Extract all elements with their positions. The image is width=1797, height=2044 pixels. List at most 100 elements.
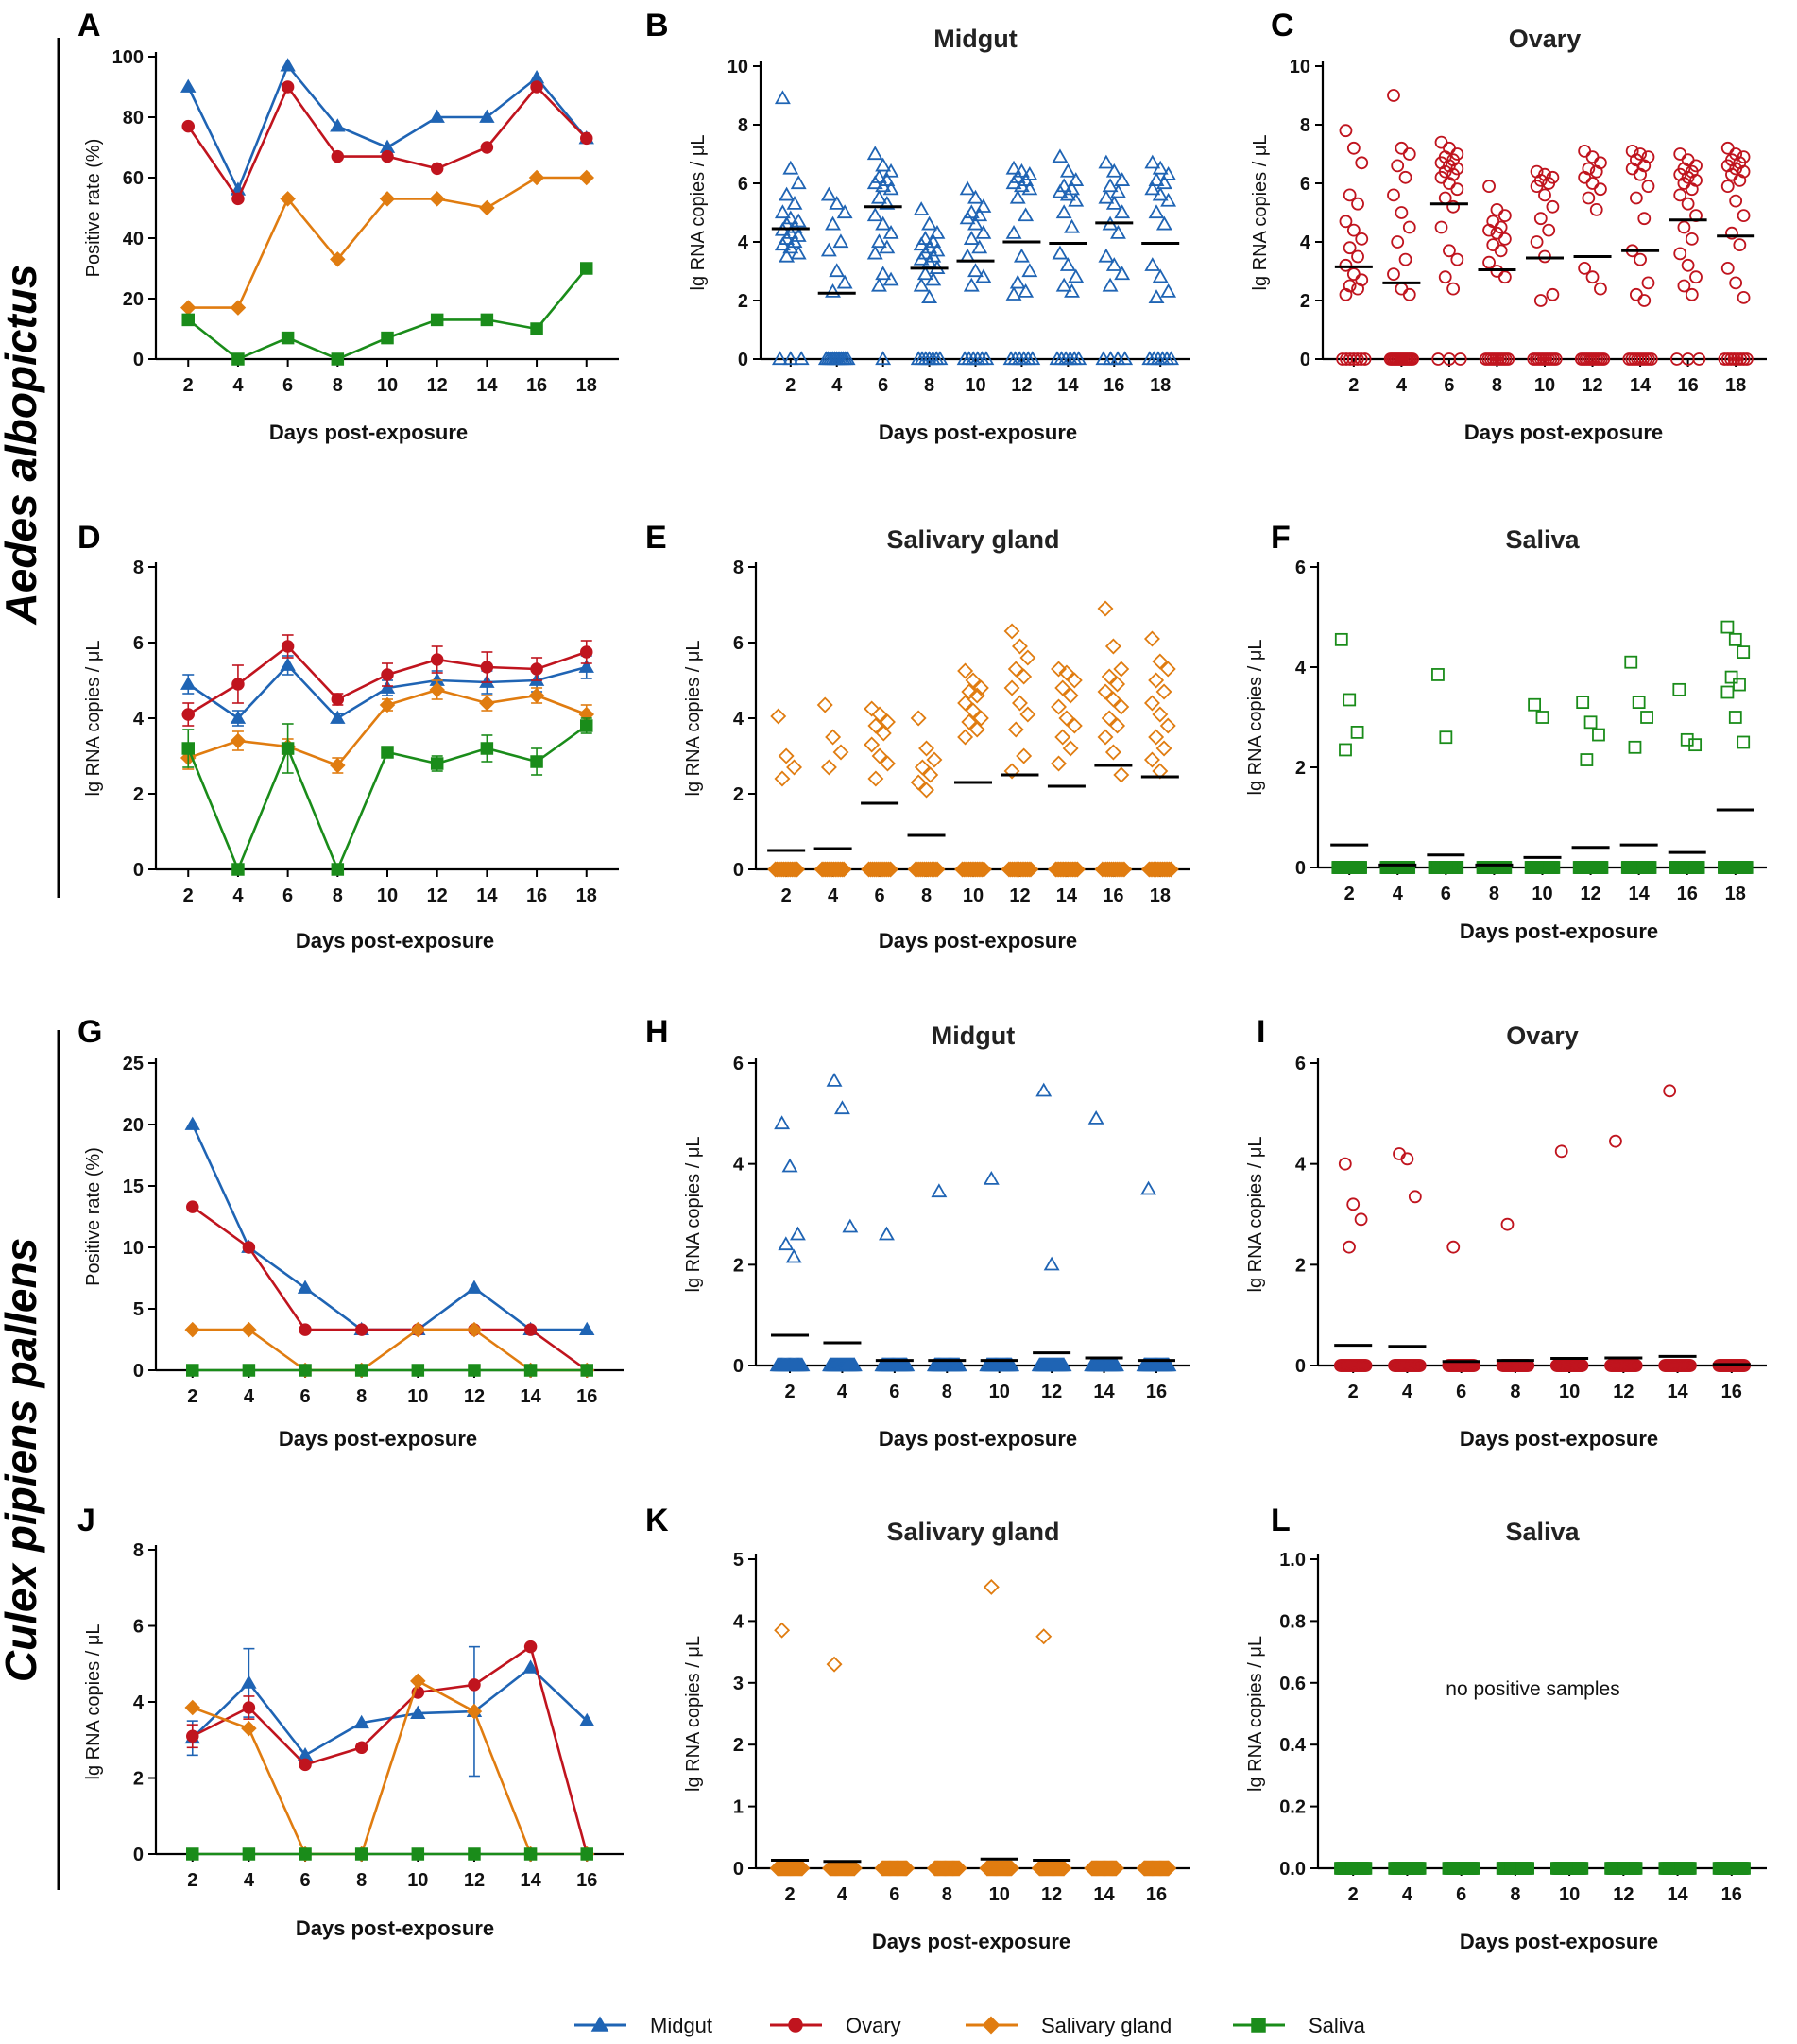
data-point <box>1443 244 1456 258</box>
data-point <box>1062 687 1079 704</box>
data-point <box>1398 252 1412 266</box>
data-point <box>1018 283 1035 298</box>
y-tick-label: 0 <box>1300 350 1310 370</box>
data-point <box>967 263 984 278</box>
data-point <box>1546 199 1560 214</box>
zero-point <box>1003 1357 1020 1372</box>
zero-point <box>1358 352 1372 366</box>
zero-point <box>1114 861 1131 878</box>
data-point <box>1343 1240 1356 1254</box>
x-tick-label: 14 <box>520 1386 541 1407</box>
x-tick-label: 18 <box>1150 885 1171 906</box>
x-tick-label: 8 <box>1489 884 1499 904</box>
series-line-salivary-gland <box>192 1328 588 1372</box>
y-tick-label: 0 <box>133 350 144 370</box>
x-tick-label: 4 <box>244 1870 255 1891</box>
data-point <box>330 710 346 724</box>
data-point <box>299 1758 312 1772</box>
x-tick-label: 16 <box>1146 1884 1167 1905</box>
zero-point <box>1692 352 1706 366</box>
data-point <box>1387 89 1400 102</box>
panel-letter: G <box>77 1014 102 1050</box>
zero-point <box>1022 861 1039 878</box>
y-tick-label: 40 <box>123 229 144 249</box>
data-point <box>1530 180 1544 194</box>
data-point <box>1104 638 1121 655</box>
x-tick-label: 8 <box>1510 1884 1520 1905</box>
data-point <box>1387 267 1400 282</box>
data-point <box>1589 202 1603 216</box>
zero-point <box>1406 352 1420 366</box>
legend-item-ovary: Ovary <box>770 2014 901 2037</box>
data-point <box>466 1703 483 1720</box>
data-point <box>1021 263 1038 278</box>
y-tick-label: 80 <box>123 108 144 129</box>
data-point <box>867 770 884 787</box>
data-point <box>230 710 247 724</box>
legend-item-saliva: Saliva <box>1233 2014 1366 2037</box>
x-tick-label: 10 <box>989 1382 1010 1402</box>
y-tick-label: 2 <box>133 1769 144 1790</box>
data-point <box>774 90 791 105</box>
data-point <box>1681 258 1695 272</box>
data-point <box>1143 695 1160 712</box>
data-point <box>1339 258 1353 272</box>
x-tick-label: 8 <box>356 1386 367 1407</box>
zero-point <box>789 861 806 878</box>
data-point <box>281 640 295 653</box>
series-line-saliva <box>187 267 588 361</box>
data-point <box>1582 191 1596 205</box>
data-point <box>578 169 595 186</box>
y-tick-label: 25 <box>123 1054 144 1074</box>
data-point <box>241 1321 257 1338</box>
series-line-midgut <box>191 1666 589 1758</box>
zero-point <box>839 351 856 366</box>
data-point <box>231 192 245 206</box>
x-tick-label: 12 <box>1041 1884 1062 1905</box>
y-axis-label: lg RNA copies / μL <box>1250 135 1271 291</box>
data-point <box>875 178 892 193</box>
data-point <box>1542 223 1556 237</box>
y-tick-label: 6 <box>733 633 744 654</box>
x-tick-label: 6 <box>300 1386 310 1407</box>
zero-point <box>830 861 847 878</box>
data-point <box>1113 698 1130 715</box>
y-tick-label: 0 <box>738 350 748 370</box>
data-point <box>1632 696 1646 709</box>
data-point <box>820 242 837 257</box>
zero-point <box>1643 861 1657 874</box>
data-point <box>1113 661 1130 678</box>
data-point <box>1098 189 1115 204</box>
data-point <box>1064 218 1081 233</box>
x-tick-label: 6 <box>889 1884 899 1905</box>
x-tick-label: 10 <box>407 1870 428 1891</box>
data-point <box>1592 728 1605 742</box>
zero-point <box>1157 861 1174 878</box>
y-tick-label: 0 <box>733 1859 744 1880</box>
data-point <box>1724 670 1738 684</box>
data-point <box>297 1280 314 1294</box>
data-point <box>354 1741 368 1755</box>
data-point <box>871 706 888 723</box>
legend-label: Salivary gland <box>1041 2014 1172 2037</box>
data-point <box>580 1364 593 1377</box>
data-point <box>925 271 942 286</box>
data-point <box>1400 1152 1414 1166</box>
data-point <box>1450 182 1464 197</box>
data-point <box>466 1280 483 1294</box>
y-axis-label: lg RNA copies / μL <box>1245 1137 1266 1293</box>
zero-point <box>793 351 810 366</box>
x-tick-label: 18 <box>576 375 597 396</box>
data-point <box>1346 267 1361 282</box>
data-point <box>790 175 807 190</box>
data-point <box>1143 751 1160 768</box>
zero-point <box>1117 351 1134 366</box>
data-point <box>186 1729 199 1743</box>
data-point <box>870 233 887 249</box>
zero-point <box>1498 861 1513 874</box>
x-tick-label: 14 <box>476 885 498 906</box>
x-tick-label: 14 <box>520 1870 541 1891</box>
data-point <box>1490 265 1504 278</box>
data-point <box>975 224 992 239</box>
